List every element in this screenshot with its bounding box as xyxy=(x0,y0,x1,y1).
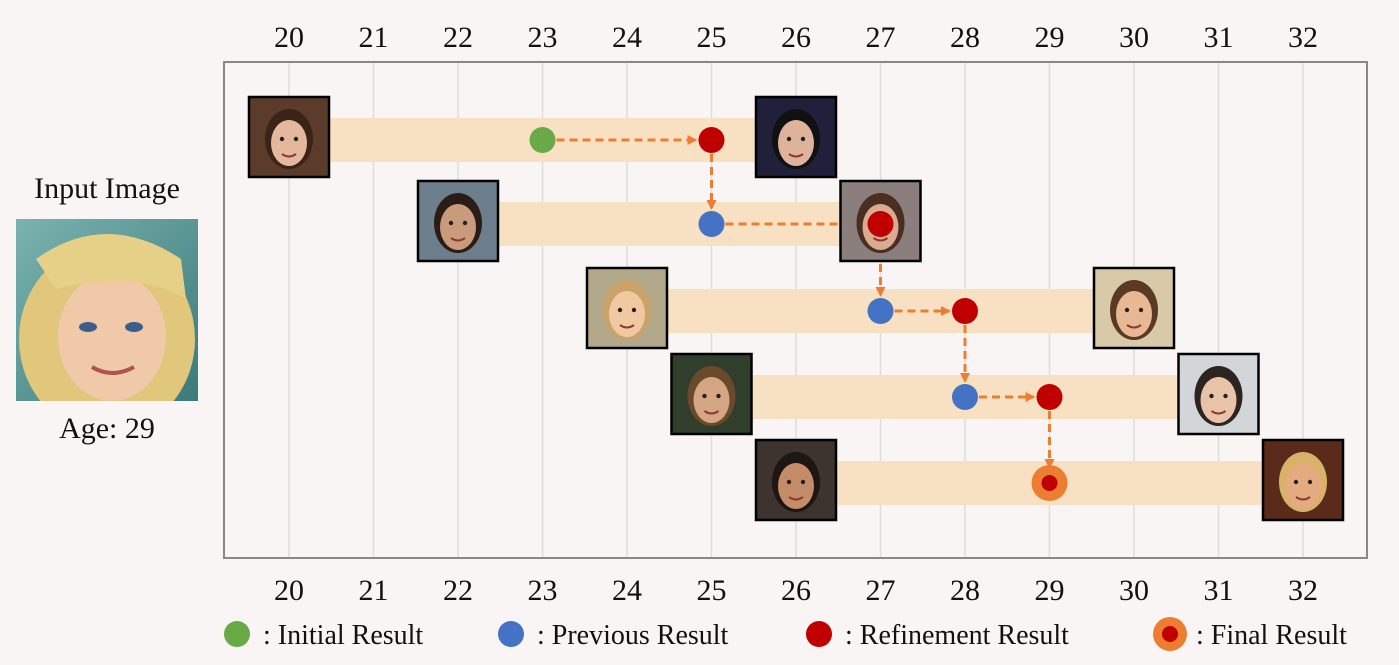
previous-result-point xyxy=(698,211,725,237)
refinement-result-point xyxy=(867,211,894,237)
legend-previous-marker xyxy=(498,621,524,647)
bottom-tick-label: 22 xyxy=(443,574,473,607)
face-photo-2-left xyxy=(416,179,500,263)
previous-result-point xyxy=(952,384,978,410)
legend-final-label: : Final Result xyxy=(1196,620,1347,651)
bottom-tick-label: 31 xyxy=(1204,574,1234,607)
bottom-tick-label: 26 xyxy=(781,574,811,607)
top-tick-label: 21 xyxy=(359,21,389,54)
bottom-tick-label: 30 xyxy=(1119,574,1149,607)
final-result-point xyxy=(1031,465,1068,501)
bottom-tick-label: 28 xyxy=(950,574,980,607)
legend-refinement-label: : Refinement Result xyxy=(845,620,1069,651)
face-photo-1-right xyxy=(754,95,838,179)
bottom-tick-label: 21 xyxy=(359,574,389,607)
bottom-tick-label: 27 xyxy=(866,574,896,607)
bottom-tick-label: 32 xyxy=(1288,574,1318,607)
legend-final-marker xyxy=(1153,617,1187,651)
bottom-tick-label: 23 xyxy=(528,574,558,607)
top-tick-label: 25 xyxy=(697,21,727,54)
legend-refinement-marker xyxy=(806,621,832,647)
top-tick-label: 27 xyxy=(866,21,896,54)
legend-initial-label: : Initial Result xyxy=(263,620,423,651)
top-tick-label: 30 xyxy=(1119,21,1149,54)
top-tick-label: 28 xyxy=(950,21,980,54)
input-age-label: Age: 29 xyxy=(59,412,155,445)
refinement-result-point xyxy=(952,298,978,324)
input-image-title: Input Image xyxy=(34,172,180,205)
bottom-tick-label: 29 xyxy=(1035,574,1065,607)
legend-previous-label: : Previous Result xyxy=(537,620,729,651)
face-photo-5-right xyxy=(1261,438,1345,522)
top-tick-label: 26 xyxy=(781,21,811,54)
top-tick-label: 24 xyxy=(612,21,642,54)
plot-frame xyxy=(223,61,1368,559)
top-tick-label: 20 xyxy=(274,21,304,54)
previous-result-point xyxy=(867,298,894,324)
face-photo-3-left xyxy=(585,266,669,350)
top-tick-label: 31 xyxy=(1204,21,1234,54)
face-photo-5-left xyxy=(754,438,838,522)
bottom-tick-label: 25 xyxy=(697,574,727,607)
face-photo-4-right xyxy=(1177,352,1260,436)
initial-result-point xyxy=(529,127,556,153)
bottom-tick-label: 20 xyxy=(274,574,304,607)
top-tick-label: 22 xyxy=(443,21,473,54)
top-tick-label: 23 xyxy=(528,21,558,54)
face-photo-4-left xyxy=(670,352,753,436)
refinement-result-point xyxy=(1036,384,1063,410)
input-face-photo xyxy=(16,219,198,401)
bottom-tick-label: 24 xyxy=(612,574,642,607)
face-photo-3-right xyxy=(1092,266,1176,350)
top-tick-label: 32 xyxy=(1288,21,1318,54)
refinement-result-point xyxy=(698,127,725,153)
top-tick-label: 29 xyxy=(1035,21,1065,54)
legend-initial-marker xyxy=(224,621,250,647)
face-photo-1-left xyxy=(247,95,331,179)
